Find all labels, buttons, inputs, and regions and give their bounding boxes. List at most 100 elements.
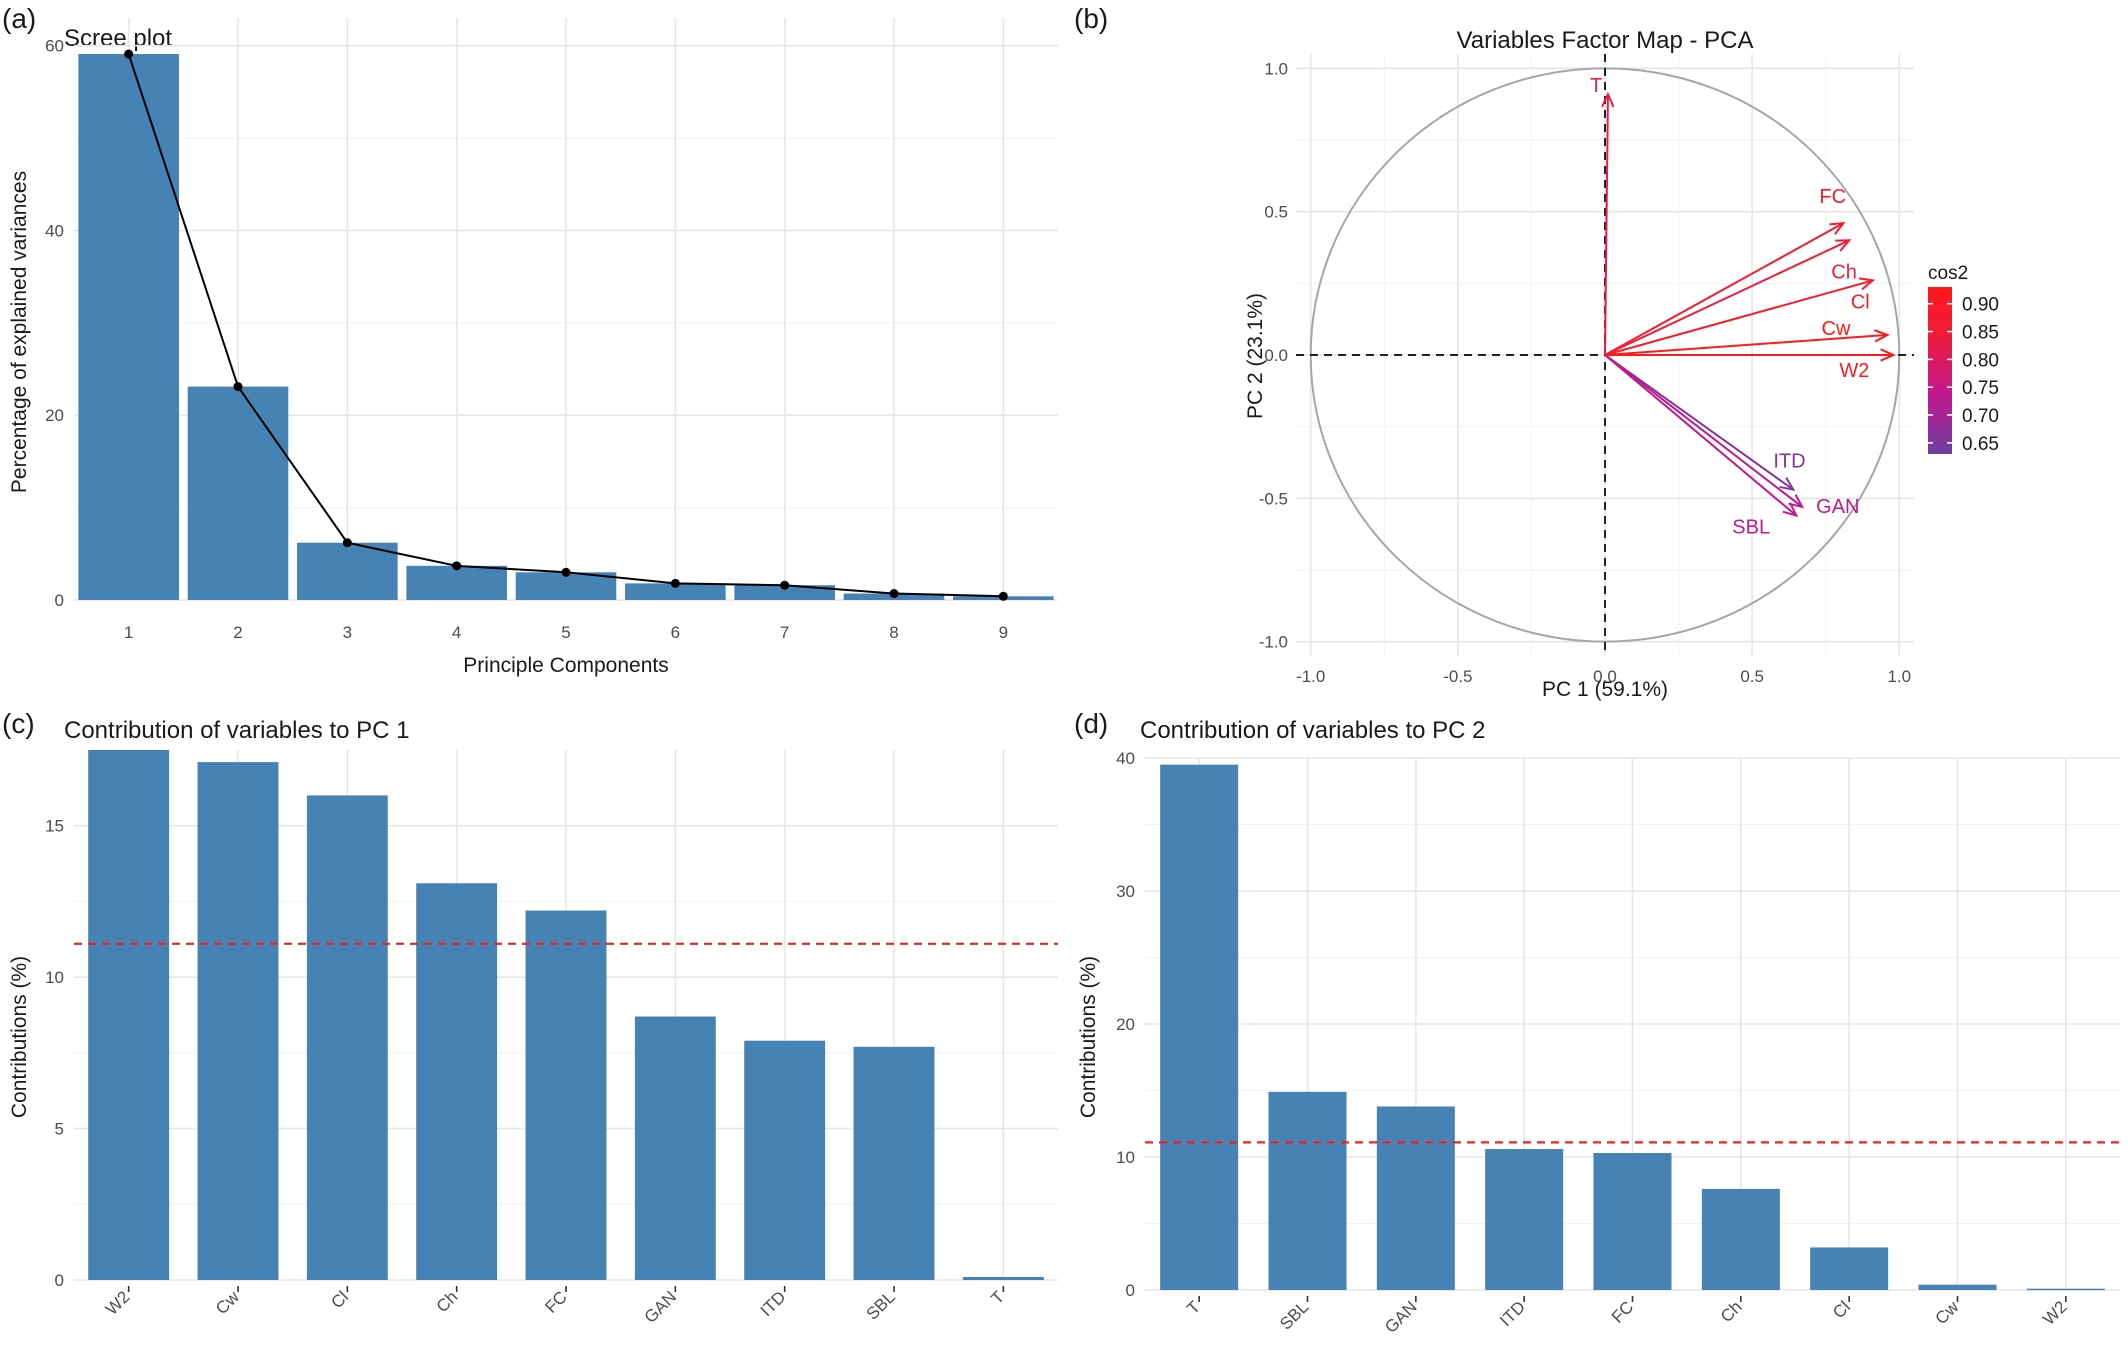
arrow-head (1829, 221, 1846, 235)
panel-b-legend: cos2 0.90 0.85 0.80 0.75 0.70 0.65 (1928, 263, 1999, 455)
panel-c-label: (c) (2, 708, 35, 739)
panel-c: (c) Contribution of variables to PC 1 Co… (2, 708, 1058, 1327)
scree-point (124, 49, 134, 59)
scree-point (233, 382, 243, 392)
y-tick-label: 20 (45, 406, 64, 425)
panel-d-title: Contribution of variables to PC 2 (1140, 717, 1486, 744)
panel-b-label: (b) (1074, 3, 1108, 34)
variable-arrow (1604, 354, 1803, 508)
bar (306, 795, 388, 1280)
variable-label: T (1590, 75, 1602, 97)
y-tick-label: 60 (45, 37, 64, 56)
y-tick-label: 15 (45, 817, 64, 836)
arrow-head (1880, 348, 1896, 362)
panel-a-ylabel: Percentage of explained variances (8, 171, 31, 493)
panel-b-title: Variables Factor Map - PCA (1457, 27, 1754, 54)
panel-b-xlabel: PC 1 (59.1%) (1542, 678, 1668, 701)
x-tick-label: 1 (124, 623, 133, 642)
arrow-head (1782, 502, 1799, 518)
panel-a: (a) Scree plot Principle Components Perc… (2, 3, 1058, 677)
y-tick-label: 1.0 (1264, 59, 1288, 78)
variable-arrow (1604, 239, 1850, 356)
y-tick-label: -1.0 (1259, 633, 1288, 652)
arrow-head (1779, 477, 1796, 492)
variable-label: GAN (1816, 496, 1859, 518)
bar (515, 572, 617, 600)
x-tick-label: ITD (757, 1287, 790, 1320)
y-tick-label: 0.0 (1264, 346, 1288, 365)
arrow-head (1601, 91, 1615, 108)
bar (187, 386, 289, 600)
panel-b-ylabel: PC 2 (23.1%) (1244, 293, 1267, 419)
legend-colorbar (1928, 287, 1952, 454)
arrow-head (1835, 239, 1852, 252)
scree-point (780, 580, 790, 590)
panel-b: (b) Variables Factor Map - PCA PC 1 (59.… (1074, 3, 1999, 701)
bar (1593, 1153, 1672, 1290)
scree-point (998, 591, 1008, 601)
x-tick-label: 5 (561, 623, 570, 642)
y-tick-label: 30 (1116, 882, 1135, 901)
legend-tick-label: 0.75 (1962, 378, 1999, 399)
x-tick-label: T (1183, 1297, 1204, 1318)
y-tick-label: 0.5 (1264, 203, 1288, 222)
x-tick-label: ITD (1496, 1297, 1529, 1330)
x-tick-label: Cl (1829, 1297, 1854, 1322)
variable-arrow (1604, 222, 1844, 356)
variable-arrow (1604, 279, 1874, 356)
scree-point (342, 538, 352, 548)
bar (1268, 1091, 1347, 1290)
y-tick-label: 20 (1116, 1015, 1135, 1034)
x-tick-label: 2 (233, 623, 242, 642)
bar (416, 883, 498, 1280)
panel-a-plot-area: 0 20 40 60 1 2 3 4 5 6 7 8 9 (45, 18, 1058, 642)
x-tick-label: 3 (343, 623, 352, 642)
panel-b-plot-area: -1.0 -0.5 0.0 0.5 1.0 -1.0 -0.5 0.0 0.5 1.0 T FC Ch C… (1259, 54, 1914, 686)
bar (1810, 1247, 1889, 1290)
panel-d-label: (d) (1074, 708, 1108, 739)
bar (853, 1046, 935, 1280)
arrow-head (1874, 329, 1890, 343)
legend-title: cos2 (1928, 263, 1968, 284)
bar (962, 1276, 1044, 1280)
arrow-head (1858, 277, 1876, 291)
variable-label: ITD (1773, 451, 1805, 473)
variable-label: Cl (1851, 291, 1870, 313)
variable-arrow (1604, 354, 1797, 517)
x-tick-label: 9 (999, 623, 1008, 642)
panel-d: (d) Contribution of variables to PC 2 Co… (1074, 708, 2120, 1337)
scree-point (452, 561, 462, 571)
x-tick-label: GAN (641, 1287, 680, 1326)
scree-point (561, 567, 571, 577)
x-tick-label: 1.0 (1887, 667, 1911, 686)
x-tick-label: GAN (1381, 1297, 1420, 1336)
y-tick-label: 10 (45, 968, 64, 987)
variable-label: SBL (1732, 517, 1770, 539)
x-tick-label: SBL (863, 1287, 899, 1323)
legend-tick-label: 0.80 (1962, 350, 1999, 371)
variable-arrow (1604, 94, 1609, 356)
bar (78, 54, 179, 601)
legend-tick-label: 0.85 (1962, 323, 1999, 344)
bar (1918, 1284, 1997, 1290)
variable-label: Ch (1831, 261, 1857, 283)
x-tick-label: Cl (327, 1287, 352, 1312)
x-tick-label: 7 (780, 623, 789, 642)
bar (734, 585, 835, 600)
variable-arrow (1604, 354, 1794, 491)
y-tick-label: -0.5 (1259, 489, 1288, 508)
legend-tick-label: 0.65 (1962, 434, 1999, 455)
scree-point (670, 578, 680, 588)
panel-d-ylabel: Contributions (%) (1077, 956, 1100, 1118)
panel-a-title: Scree plot (64, 25, 172, 52)
bar (634, 1016, 716, 1280)
x-tick-label: -0.5 (1443, 667, 1472, 686)
y-tick-label: 40 (1116, 749, 1135, 768)
variable-arrow (1604, 333, 1888, 356)
bar (1485, 1149, 1564, 1290)
bar (406, 565, 507, 600)
bar (1376, 1106, 1455, 1290)
legend-tick-label: 0.90 (1962, 295, 1999, 316)
